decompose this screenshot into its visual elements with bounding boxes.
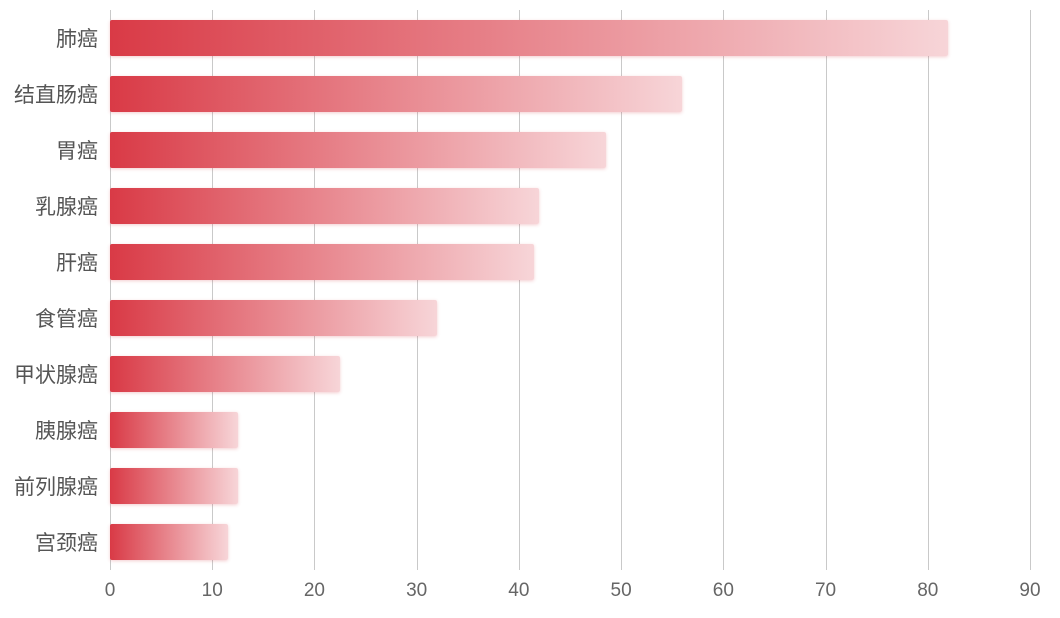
category-label: 食管癌 xyxy=(35,303,110,333)
category-label: 乳腺癌 xyxy=(35,191,110,221)
bar xyxy=(110,188,539,224)
x-tick-label: 40 xyxy=(508,570,529,602)
bar-row xyxy=(110,300,1030,336)
bar-row xyxy=(110,468,1030,504)
category-label: 前列腺癌 xyxy=(14,471,110,501)
bar xyxy=(110,76,682,112)
bar-row xyxy=(110,20,1030,56)
bar xyxy=(110,412,238,448)
x-tick-label: 90 xyxy=(1019,570,1040,602)
bar-row xyxy=(110,524,1030,560)
bar-row xyxy=(110,244,1030,280)
category-label: 肺癌 xyxy=(56,23,110,53)
category-label: 胃癌 xyxy=(56,135,110,165)
x-tick-label: 0 xyxy=(105,570,116,602)
bar-row xyxy=(110,412,1030,448)
category-label: 结直肠癌 xyxy=(14,79,110,109)
x-tick-label: 50 xyxy=(611,570,632,602)
bar-row xyxy=(110,356,1030,392)
bar xyxy=(110,468,238,504)
bar-row xyxy=(110,132,1030,168)
bar xyxy=(110,524,228,560)
x-tick-label: 10 xyxy=(202,570,223,602)
x-tick-label: 60 xyxy=(713,570,734,602)
category-label: 胰腺癌 xyxy=(35,415,110,445)
bar xyxy=(110,20,948,56)
category-label: 宫颈癌 xyxy=(35,527,110,557)
x-tick-label: 70 xyxy=(815,570,836,602)
bar xyxy=(110,356,340,392)
cancer-incidence-bar-chart: 0 10 20 30 40 50 60 70 80 90 肺癌结直肠癌胃癌乳腺癌肝癌食管癌甲状腺癌胰… xyxy=(0,0,1060,618)
bar-row xyxy=(110,188,1030,224)
category-label: 甲状腺癌 xyxy=(14,359,110,389)
category-label: 肝癌 xyxy=(56,247,110,277)
bar xyxy=(110,132,606,168)
x-tick-label: 20 xyxy=(304,570,325,602)
bar-row xyxy=(110,76,1030,112)
bar xyxy=(110,244,534,280)
x-tick-label: 30 xyxy=(406,570,427,602)
gridline xyxy=(1030,10,1031,570)
plot-area: 0102030405060708090肺癌结直肠癌胃癌乳腺癌肝癌食管癌甲状腺癌胰… xyxy=(110,10,1030,570)
bar xyxy=(110,300,437,336)
x-tick-label: 80 xyxy=(917,570,938,602)
